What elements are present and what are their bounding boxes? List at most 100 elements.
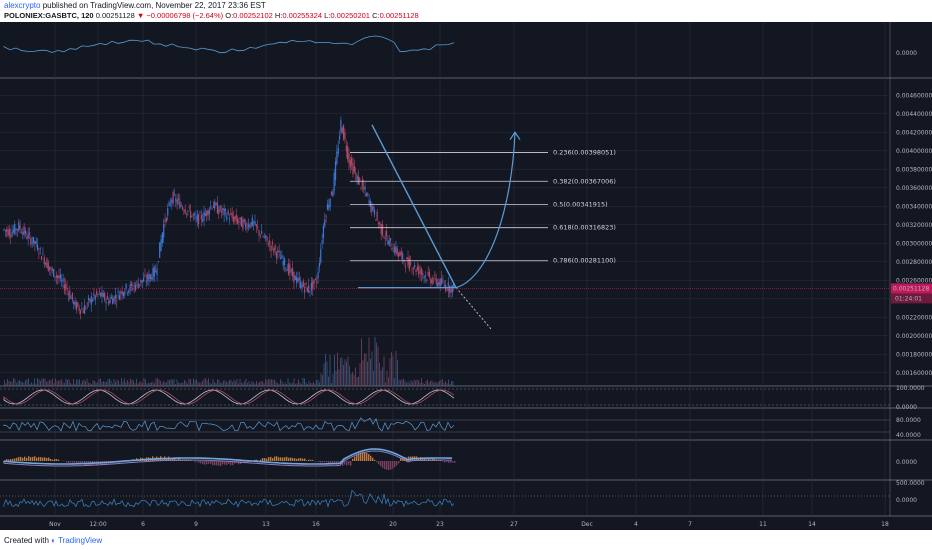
candle-body (415, 269, 417, 272)
volume-bar (203, 378, 205, 386)
volume-bar (406, 382, 407, 386)
volume-bar (280, 379, 281, 386)
volume-bar (16, 383, 17, 386)
chart-svg[interactable]: Nov 12:00 6 9 13 16 20 23 27 Dec 4 7 11 14 18 0.0046000… (0, 22, 932, 530)
macd-histogram-bar (230, 461, 232, 466)
volume-bar (320, 373, 322, 386)
chart-area[interactable]: Nov 12:00 6 9 13 16 20 23 27 Dec 4 7 11 14 18 0.0046000… (0, 22, 932, 530)
volume-bar (452, 381, 454, 386)
volume-bar (74, 383, 76, 386)
volume-bar (179, 383, 181, 386)
volume-bar (211, 383, 212, 386)
volume-bar (377, 346, 379, 386)
macd-histogram-bar (292, 458, 294, 461)
candle-body (334, 161, 337, 181)
x-tick-label: 6 (141, 521, 145, 528)
candle-body (285, 268, 287, 270)
volume-bar (355, 367, 356, 386)
y-tick-label: 0.00380000 (896, 166, 932, 173)
candle-body (300, 282, 302, 288)
volume-bar (119, 383, 121, 386)
volume-bar (434, 381, 436, 386)
candle-body (51, 268, 53, 271)
volume-bar (254, 383, 256, 386)
volume-bar (161, 383, 163, 386)
vol-osc-line (3, 489, 455, 508)
candle-body (144, 275, 146, 277)
candle-body (310, 283, 312, 291)
volume-bar (154, 383, 155, 386)
author-link[interactable]: alexcrypto (4, 1, 41, 10)
candle-body (94, 295, 96, 300)
candle-body (195, 217, 197, 219)
macd-histogram-bar (58, 459, 60, 461)
x-tick-label: 27 (510, 521, 518, 528)
volume-bar (193, 378, 194, 386)
candle-body (23, 226, 25, 235)
candle-body (220, 210, 223, 213)
candle-body (227, 210, 229, 215)
candle-body (368, 200, 370, 204)
candle-body (73, 301, 75, 305)
volume-bar (160, 380, 161, 386)
volume-bar (214, 382, 215, 386)
y-tick-label: 0.00180000 (896, 351, 932, 358)
volume-bar (284, 382, 286, 386)
low-label: L: (324, 11, 331, 20)
candle-body (121, 290, 123, 295)
candle-body (298, 278, 300, 281)
volume-bar (248, 381, 250, 386)
y-tick-label: 0.00440000 (896, 111, 932, 118)
volume-bar (49, 379, 50, 386)
macd-histogram-bar (302, 458, 304, 461)
x-tick-label: Nov (49, 521, 61, 528)
candle-body (274, 245, 276, 250)
tradingview-brand[interactable]: TradingView (58, 536, 103, 545)
volume-bar (233, 379, 235, 386)
candle-body (266, 236, 268, 241)
volume-bar (37, 378, 38, 386)
candle-body (240, 217, 243, 227)
volume-bar (301, 383, 302, 386)
candle-body (53, 269, 55, 277)
macd-histogram-bar (352, 458, 354, 461)
volume-bar (272, 379, 274, 386)
candle-body (219, 206, 221, 211)
volume-bar (446, 383, 448, 386)
volume-bar (26, 379, 28, 386)
macd-histogram-bar (50, 459, 52, 461)
candle-body (235, 214, 237, 222)
candle-body (269, 240, 271, 245)
fib-level-label: 0.382(0.00367006) (553, 177, 616, 185)
candle-body (77, 302, 79, 307)
countdown-tag (891, 293, 932, 304)
macd-signal-line (3, 450, 452, 467)
macd-histogram-bar (212, 461, 214, 466)
candle-body (361, 180, 363, 187)
volume-bar (290, 383, 292, 386)
macd-histogram-bar (202, 461, 204, 465)
macd-histogram-bar (330, 461, 332, 465)
volume-bar (332, 373, 334, 386)
macd-histogram-bar (34, 456, 36, 461)
candle-body (173, 194, 176, 195)
macd-histogram-bar (174, 458, 176, 461)
candle-body (226, 216, 228, 220)
volume-bar (202, 380, 203, 386)
candle-body (332, 191, 334, 197)
countdown-label: 01:24:01 (895, 295, 922, 302)
volume-bar (67, 380, 68, 386)
candle-body (367, 193, 369, 196)
candle-body (365, 193, 368, 196)
volume-bar (146, 383, 148, 386)
candle-body (157, 261, 159, 262)
volume-bar (292, 382, 293, 386)
volume-bar (52, 378, 53, 386)
candle-body (168, 201, 170, 206)
candle-body (265, 235, 267, 238)
macd-histogram-bar (444, 461, 446, 463)
volume-bar (338, 369, 340, 386)
volume-bar (64, 383, 65, 386)
stoch-tick: 100.0000 (896, 385, 925, 392)
volume-bar (58, 380, 59, 386)
